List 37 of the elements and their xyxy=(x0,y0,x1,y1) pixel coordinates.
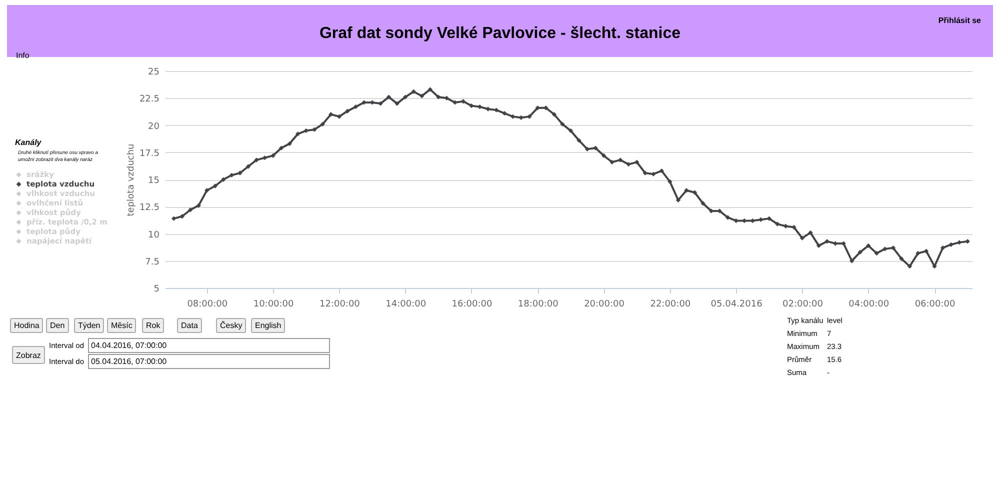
x-tick-label: 08:00:00 xyxy=(187,300,228,310)
y-tick-label: 17.5 xyxy=(139,148,160,159)
y-tick-label: 20 xyxy=(148,122,160,132)
text: Přihlásit se xyxy=(938,16,981,25)
y-axis-title: teplota vzduchu xyxy=(126,144,136,216)
text-field: 05.04.2016, 07:00:00 xyxy=(88,354,330,369)
button: Zobraz xyxy=(12,346,45,364)
button: Den xyxy=(46,318,69,333)
button: English xyxy=(251,318,286,333)
y-tick-label: 12.5 xyxy=(139,203,160,214)
text: Info xyxy=(16,51,30,60)
x-tick-label: 18:00:00 xyxy=(518,300,559,310)
button: Týden xyxy=(74,318,104,333)
y-tick-label: 5 xyxy=(154,284,160,294)
button: Měsíc xyxy=(107,318,136,333)
x-tick-label: 05.04.2016 xyxy=(710,300,763,310)
x-tick-label: 14:00:00 xyxy=(386,300,426,310)
x-tick-label: 20:00:00 xyxy=(584,300,625,310)
x-tick-label: 22:00:00 xyxy=(650,300,691,310)
button: Hodina xyxy=(10,318,44,333)
y-tick-label: 7.5 xyxy=(145,257,160,268)
x-tick-label: 16:00:00 xyxy=(452,300,492,310)
x-tick-label: 04:00:00 xyxy=(848,300,890,310)
x-tick-label: 02:00:00 xyxy=(782,300,824,310)
x-tick-label: 12:00:00 xyxy=(319,300,360,310)
x-tick-label: 10:00:00 xyxy=(253,300,294,310)
button: Česky xyxy=(216,318,246,333)
y-tick-label: 25 xyxy=(148,68,160,78)
x-tick-label: 06:00:00 xyxy=(914,300,956,310)
y-tick-label: 10 xyxy=(148,230,160,240)
legend-title: Kanály xyxy=(15,138,42,147)
text-field: 04.04.2016, 07:00:00 xyxy=(88,338,330,353)
y-tick-label: 15 xyxy=(148,176,160,186)
button: Data xyxy=(177,318,202,333)
button: Rok xyxy=(142,318,164,333)
y-tick-label: 22.5 xyxy=(139,94,160,105)
chart-title: Graf dat sondy Velké Pavlovice - šlecht. stanice xyxy=(318,25,682,43)
